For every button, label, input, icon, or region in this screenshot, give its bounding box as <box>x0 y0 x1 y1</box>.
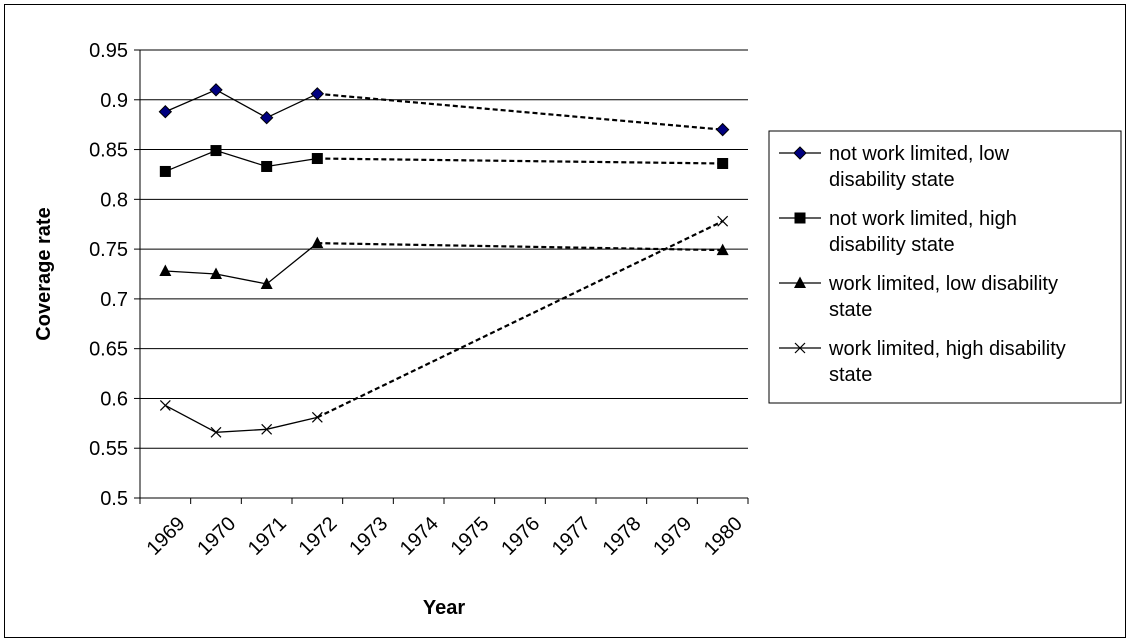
x-axis-title: Year <box>423 597 465 619</box>
axes <box>134 49 749 504</box>
legend-item: not work limited, high disability state <box>779 208 1017 256</box>
x-tick-label: 1978 <box>599 513 646 560</box>
y-tick-label: 0.6 <box>100 388 128 410</box>
y-tick-label: 0.9 <box>100 90 128 112</box>
legend-label: state <box>829 364 872 386</box>
series-3 <box>159 236 729 289</box>
y-tick-label: 0.85 <box>89 140 128 162</box>
x-tick-label: 1972 <box>295 513 342 560</box>
legend-item: work limited, high disability state <box>779 338 1066 386</box>
data-point <box>311 236 324 249</box>
x-tick-label: 1980 <box>700 513 747 560</box>
x-tick-label: 1976 <box>497 513 544 560</box>
legend-box <box>768 130 1122 404</box>
legend-marker <box>793 146 807 160</box>
series-dashed-line <box>317 92 723 131</box>
data-point <box>159 264 172 277</box>
series-dashed-line <box>317 157 723 165</box>
y-tick-label: 0.7 <box>100 289 128 311</box>
x-tick-label: 1970 <box>193 513 240 560</box>
data-point <box>209 83 223 97</box>
x-tick-label: 1969 <box>143 513 190 560</box>
series-4 <box>159 215 729 438</box>
legend-label: disability state <box>829 169 955 191</box>
x-tick-label: 1979 <box>649 513 696 560</box>
legend-label: not work limited, high <box>829 208 1017 230</box>
gridlines <box>140 49 748 449</box>
data-point <box>311 153 323 165</box>
series-dashed-line <box>317 242 723 252</box>
y-tick-label: 0.75 <box>89 239 128 261</box>
legend-label: state <box>829 299 872 321</box>
data-point <box>260 277 273 289</box>
legend-marker <box>794 212 806 224</box>
y-tick-labels: 0.5 0.55 0.6 0.65 0.7 0.75 0.8 0.85 0.9 0.95 <box>89 40 128 510</box>
data-point <box>717 157 729 169</box>
data-point <box>716 243 729 256</box>
data-point <box>311 411 323 423</box>
x-tick-label: 1971 <box>244 513 291 560</box>
data-point <box>210 267 222 279</box>
x-tick-label: 1975 <box>447 513 494 560</box>
series-line <box>165 89 318 119</box>
series-2 <box>159 145 729 177</box>
series-line <box>165 149 318 173</box>
x-tick-label: 1974 <box>396 513 443 560</box>
data-point <box>210 426 222 438</box>
y-tick-label: 0.8 <box>100 189 128 211</box>
legend-label: disability state <box>829 234 955 256</box>
y-tick-label: 0.95 <box>89 40 128 62</box>
series-line <box>165 242 318 285</box>
legend-marker <box>794 276 806 288</box>
x-tick-labels: 1969 1970 1971 1972 1973 1974 1975 1976 1977 1978… <box>143 513 747 560</box>
data-point <box>159 399 171 411</box>
legend-label: work limited, high disability <box>828 338 1066 360</box>
series-line <box>165 404 318 433</box>
y-axis-title: Coverage rate <box>33 207 55 340</box>
x-tick-label: 1973 <box>345 513 392 560</box>
data-point <box>261 160 273 172</box>
data-point <box>717 215 729 227</box>
x-tick-label: 1977 <box>548 513 595 560</box>
legend-item: work limited, low disability state <box>779 273 1058 321</box>
legend-label: not work limited, low <box>829 143 1010 165</box>
legend-marker <box>794 342 806 354</box>
data-point <box>261 423 273 435</box>
series-1 <box>158 83 730 137</box>
legend-label: work limited, low disability <box>828 273 1058 295</box>
series-dashed-line <box>316 220 724 419</box>
data-point <box>310 87 325 101</box>
data-point <box>159 165 171 177</box>
data-point <box>715 122 730 137</box>
y-tick-label: 0.65 <box>89 339 128 361</box>
data-point <box>210 145 222 157</box>
series-group <box>158 83 730 438</box>
legend-item: not work limited, low disability state <box>779 143 1010 191</box>
y-tick-label: 0.5 <box>100 488 128 510</box>
data-point <box>259 110 274 125</box>
data-point <box>158 105 173 119</box>
y-tick-label: 0.55 <box>89 438 128 460</box>
